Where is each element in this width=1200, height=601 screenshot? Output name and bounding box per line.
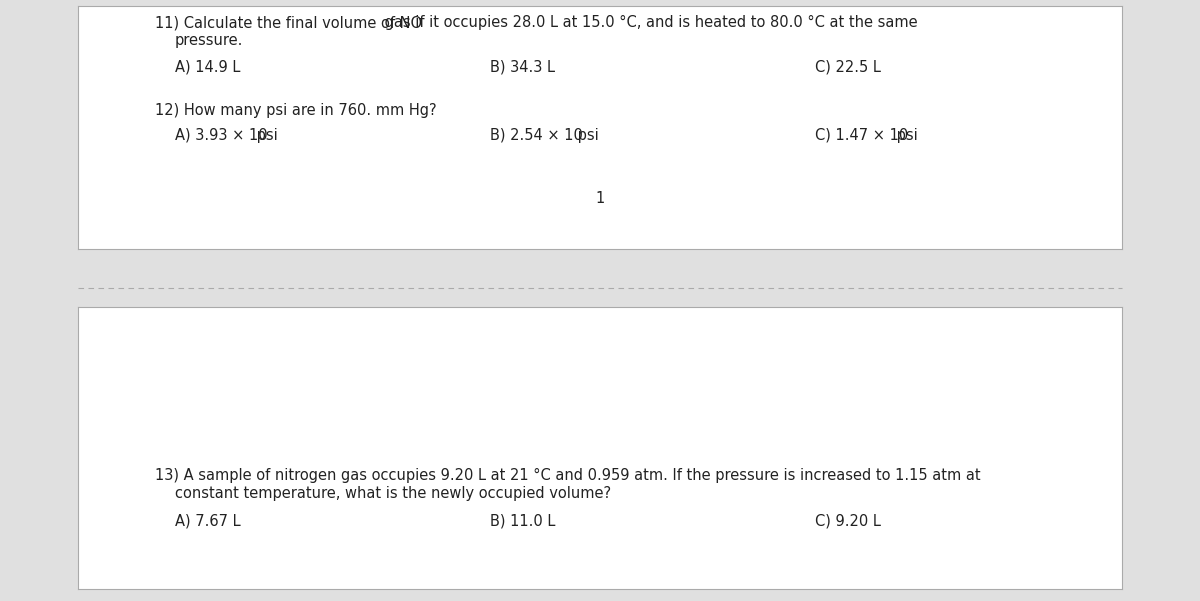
Text: B) 2.54 × 10: B) 2.54 × 10 [490,128,583,143]
Text: 11) Calculate the final volume of NO: 11) Calculate the final volume of NO [155,15,422,30]
Text: A) 14.9 L: A) 14.9 L [175,60,240,75]
Text: B) 34.3 L: B) 34.3 L [490,60,554,75]
Text: constant temperature, what is the newly occupied volume?: constant temperature, what is the newly … [175,486,611,501]
Text: C) 9.20 L: C) 9.20 L [815,513,881,528]
Text: C) 1.47 × 10: C) 1.47 × 10 [815,128,908,143]
Text: C) 22.5 L: C) 22.5 L [815,60,881,75]
Text: 12) How many psi are in 760. mm Hg?: 12) How many psi are in 760. mm Hg? [155,103,437,118]
Text: psi: psi [893,128,918,143]
Text: A) 3.93 × 10: A) 3.93 × 10 [175,128,268,143]
Text: pressure.: pressure. [175,33,244,48]
Text: psi: psi [572,128,599,143]
Text: 13) A sample of nitrogen gas occupies 9.20 L at 21 °C and 0.959 atm. If the pres: 13) A sample of nitrogen gas occupies 9.… [155,468,980,483]
Text: A) 7.67 L: A) 7.67 L [175,513,241,528]
Text: 1: 1 [595,191,605,206]
Text: B) 11.0 L: B) 11.0 L [490,513,556,528]
Text: psi: psi [252,128,278,143]
Text: gas if it occupies 28.0 L at 15.0 °C, and is heated to 80.0 °C at the same: gas if it occupies 28.0 L at 15.0 °C, an… [380,15,918,30]
